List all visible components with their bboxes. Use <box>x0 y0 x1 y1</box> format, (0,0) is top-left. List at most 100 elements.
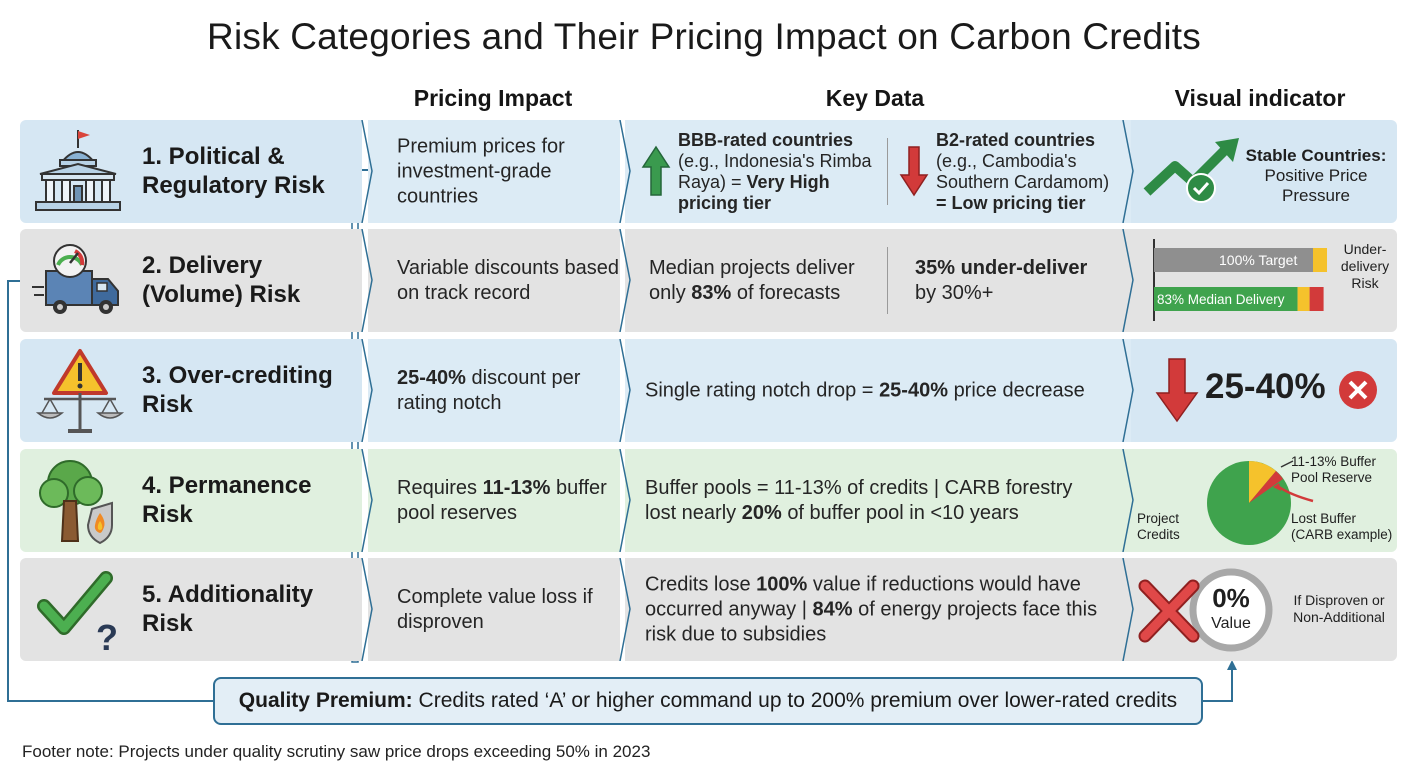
tree-fire-shield-icon <box>39 460 113 545</box>
target-bar <box>1154 248 1313 272</box>
impact-text: Premium prices for investment-grade coun… <box>397 135 565 207</box>
risk-row-permanence: 4. Permanence Risk Requires 11-13% buffer… <box>20 449 1397 552</box>
footer-note: Footer note: Projects under quality scru… <box>22 742 651 761</box>
column-header-key-data: Key Data <box>825 85 925 111</box>
chevron-separator <box>619 229 631 332</box>
risk-label: 2. Delivery (Volume) Risk <box>142 252 301 308</box>
impact-text: 25-40% discount per rating notch <box>397 366 581 414</box>
risk-row-additionality: ? 5. Additionality Risk Complete value lo… <box>20 558 1397 661</box>
chevron-separator <box>361 449 373 552</box>
quality-premium-title: Quality Premium: <box>238 689 413 712</box>
value-gauge <box>1138 568 1273 652</box>
quality-premium-text: Credits rated ‘A’ or higher command up t… <box>418 689 1178 712</box>
key-data-cell: Credits lose 100% value if reductions wo… <box>625 558 1139 661</box>
median-bar <box>1154 287 1298 311</box>
key-data-cell: Single rating notch drop = 25-40% price … <box>625 339 1139 442</box>
delivery-bar-chart: 100% Target 83% Median Delivery <box>1153 239 1327 321</box>
key-data-text: Buffer pools = 11-13% of credits | CARB … <box>645 476 1073 524</box>
median-bar-label: 83% Median Delivery <box>1157 292 1285 307</box>
risk-cell: 1. Political & Regulatory Risk <box>20 120 362 223</box>
impact-cell: Complete value loss if disproven <box>368 558 620 661</box>
x-circle-icon <box>1339 371 1377 409</box>
visual-cell: 100% Target 83% Median Delivery Under-de… <box>1131 229 1397 332</box>
visual-big-value: 0% <box>1212 583 1250 613</box>
delivery-truck-icon <box>32 244 119 314</box>
key-data-b2: B2-rated countries (e.g., Cambodia's Sout… <box>936 129 1110 213</box>
impact-text: Complete value loss if disproven <box>397 585 593 633</box>
key-data-cell: Median projects deliver only 83% of fore… <box>625 229 1139 332</box>
risk-label: 3. Over-crediting Risk <box>142 362 333 418</box>
chevron-separator <box>361 558 373 661</box>
pie-slice-lost <box>1249 471 1283 503</box>
target-bar-cap <box>1313 248 1327 272</box>
disproven-label: If Disproven or Non-Additional <box>1293 592 1385 625</box>
government-building-icon <box>35 130 121 211</box>
visual-label: Stable Countries: Positive Price Pressure <box>1245 146 1387 205</box>
impact-cell: Variable discounts based on track record <box>368 229 620 332</box>
risk-row-political: 1. Political & Regulatory Risk Premium pr… <box>20 120 1397 223</box>
page-title: Risk Categories and Their Pricing Impact… <box>207 16 1201 57</box>
divider <box>887 138 888 205</box>
pie-label-project: Project Credits <box>1137 511 1180 542</box>
impact-text: Variable discounts based on track record <box>397 256 619 304</box>
chevron-separator <box>619 558 631 661</box>
up-arrow-icon <box>641 145 671 196</box>
chevron-separator <box>619 339 631 442</box>
risk-cell: 2. Delivery (Volume) Risk <box>20 229 362 332</box>
warning-scale-icon <box>35 349 125 433</box>
risk-label: 5. Additionality Risk <box>142 581 314 637</box>
key-data-median: Median projects deliver only 83% of fore… <box>649 256 855 304</box>
chevron-separator <box>1122 449 1134 552</box>
column-header-visual-indicator: Visual indicator <box>1174 85 1346 111</box>
median-bar-yellow <box>1297 287 1310 311</box>
risk-label: 4. Permanence Risk <box>142 472 312 528</box>
target-bar-label: 100% Target <box>1219 252 1297 268</box>
key-data-under-deliver: 35% under-deliver by 30%+ <box>915 256 1088 304</box>
divider <box>887 247 888 314</box>
visual-cell: 0% Value If Disproven or Non-Additional <box>1131 558 1397 661</box>
chevron-separator <box>1122 339 1134 442</box>
pie-slice-buffer <box>1249 461 1276 503</box>
visual-big-value: 25-40% <box>1205 367 1326 406</box>
visual-sub-label: Value <box>1211 615 1251 632</box>
chevron-separator <box>1122 558 1134 661</box>
quality-premium-callout: Quality Premium: Credits rated ‘A’ or hi… <box>213 677 1203 725</box>
key-data-bbb: BBB-rated countries (e.g., Indonesia's Ri… <box>678 129 872 213</box>
key-data-cell: Buffer pools = 11-13% of credits | CARB … <box>625 449 1139 552</box>
under-delivery-label: Under-delivery Risk <box>1340 241 1390 291</box>
key-data-cell: BBB-rated countries (e.g., Indonesia's Ri… <box>625 120 1139 223</box>
impact-cell: Requires 11-13% buffer pool reserves <box>368 449 620 552</box>
down-arrow-icon <box>1155 358 1199 423</box>
chevron-separator <box>1122 229 1134 332</box>
risk-cell: ? 5. Additionality Risk <box>20 558 362 661</box>
risk-row-over-crediting: 3. Over-crediting Risk 25-40% discount pe… <box>20 339 1397 442</box>
key-data-text: Single rating notch drop = 25-40% price … <box>645 379 1085 401</box>
pie-label-buffer: 11-13% Buffer Pool Reserve <box>1291 454 1377 485</box>
risk-label: 1. Political & Regulatory Risk <box>142 143 325 199</box>
chevron-separator <box>1122 120 1134 223</box>
chevron-separator <box>619 120 631 223</box>
svg-text:?: ? <box>96 617 118 654</box>
key-data-text: Credits lose 100% value if reductions wo… <box>645 573 1098 645</box>
median-bar-red <box>1309 287 1324 311</box>
impact-text: Requires 11-13% buffer pool reserves <box>397 476 607 524</box>
visual-cell: 11-13% Buffer Pool Reserve Lost Buffer (… <box>1131 449 1397 552</box>
chevron-separator <box>361 339 373 442</box>
checkmark-question-icon: ? <box>37 571 118 654</box>
visual-cell: Stable Countries: Positive Price Pressure <box>1131 120 1397 223</box>
chevron-separator <box>361 229 373 332</box>
chevron-separator <box>361 120 373 223</box>
value-ring <box>1189 568 1273 652</box>
pie-label-lost: Lost Buffer (CARB example) <box>1291 511 1393 542</box>
impact-cell: Premium prices for investment-grade coun… <box>368 120 620 223</box>
risk-row-delivery: 2. Delivery (Volume) Risk Variable discou… <box>20 229 1397 332</box>
risk-cell: 4. Permanence Risk <box>20 449 362 552</box>
trend-up-check-icon <box>1143 138 1239 203</box>
down-arrow-icon <box>899 146 929 197</box>
pie-chart-icon <box>1207 460 1314 545</box>
risk-cell: 3. Over-crediting Risk <box>20 339 362 442</box>
column-header-pricing-impact: Pricing Impact <box>413 85 573 111</box>
visual-cell: 25-40% <box>1131 339 1397 442</box>
chevron-separator <box>619 449 631 552</box>
red-x-icon <box>1138 579 1200 643</box>
